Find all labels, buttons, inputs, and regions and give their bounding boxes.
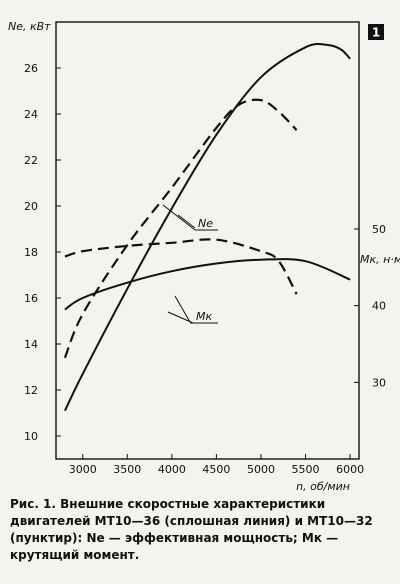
y-tick-label: 26: [24, 62, 38, 75]
x-tick-label: 3500: [113, 463, 141, 476]
figure-number-text: 1: [372, 26, 380, 40]
series-line-ne-solid: [64, 42, 351, 412]
axis-ticks: 3000 3500 4000 4500 5000 5500 6000 10 12 14 16 18 20…: [24, 62, 386, 476]
x-tick-label: 6000: [336, 463, 364, 476]
annotation-ne-leader-2: [177, 214, 196, 229]
annotation-mk-leader-2: [174, 295, 191, 323]
x-tick-label: 5500: [292, 463, 320, 476]
y-tick-label: 14: [24, 338, 38, 351]
plot-frame: [55, 21, 360, 460]
annotation-ne-leader-1: [162, 204, 196, 231]
x-tick-label: 4000: [158, 463, 186, 476]
y2-tick-label: 50: [372, 223, 386, 236]
figure-caption: Рис. 1. Внешние скоростные характеристик…: [10, 497, 373, 562]
series-line-mk-solid: [64, 258, 351, 311]
y2-tick-label: 40: [372, 300, 386, 313]
x-tick-label: 4500: [202, 463, 230, 476]
left-axis-title: Ne, кВт: [8, 20, 51, 33]
y-tick-label: 12: [24, 384, 38, 397]
y-tick-label: 20: [24, 200, 38, 213]
x-tick-label: 3000: [69, 463, 97, 476]
figure-number-box: [368, 24, 384, 40]
y-tick-label: 18: [24, 246, 38, 259]
y-tick-label: 24: [24, 108, 38, 121]
annotation-mk-leader-1: [167, 311, 194, 324]
right-axis-title: Мк, н·м: [360, 253, 400, 266]
x-tick-label: 5000: [247, 463, 275, 476]
series-line-ne-dashed: [63, 98, 298, 359]
series-line-mk-dashed: [64, 238, 298, 295]
figure-number-badge: 1: [368, 24, 384, 40]
y-tick-label: 22: [24, 154, 38, 167]
annotation-ne-label: Ne: [198, 217, 213, 230]
y-tick-label: 16: [24, 292, 38, 305]
plot-series: [63, 42, 351, 412]
y2-tick-label: 30: [372, 376, 386, 389]
y-tick-label: 10: [24, 430, 38, 443]
annotation-mk-label: Мк: [196, 310, 212, 323]
x-axis-title: n, об/мин: [296, 480, 350, 493]
annotation-ne: Ne: [162, 204, 218, 231]
annotation-mk: Мк: [167, 295, 218, 324]
